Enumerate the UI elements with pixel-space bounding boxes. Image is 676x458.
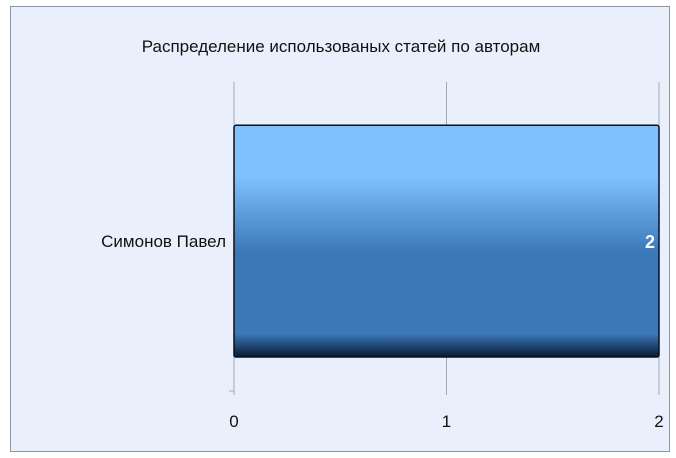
y-category-label-0: Симонов Павел xyxy=(101,232,226,251)
chart-plot: 0 1 2 Симонов Павел 2 xyxy=(101,82,664,431)
chart-title: Распределение использованых статей по ав… xyxy=(141,37,541,56)
bar-0 xyxy=(233,124,660,358)
chart-frame: Распределение использованых статей по ав… xyxy=(10,6,670,452)
x-tick-label-2: 2 xyxy=(654,412,663,431)
x-tick-label-1: 1 xyxy=(442,412,451,431)
data-label-0: 2 xyxy=(645,232,655,252)
x-tick-label-0: 0 xyxy=(229,412,238,431)
